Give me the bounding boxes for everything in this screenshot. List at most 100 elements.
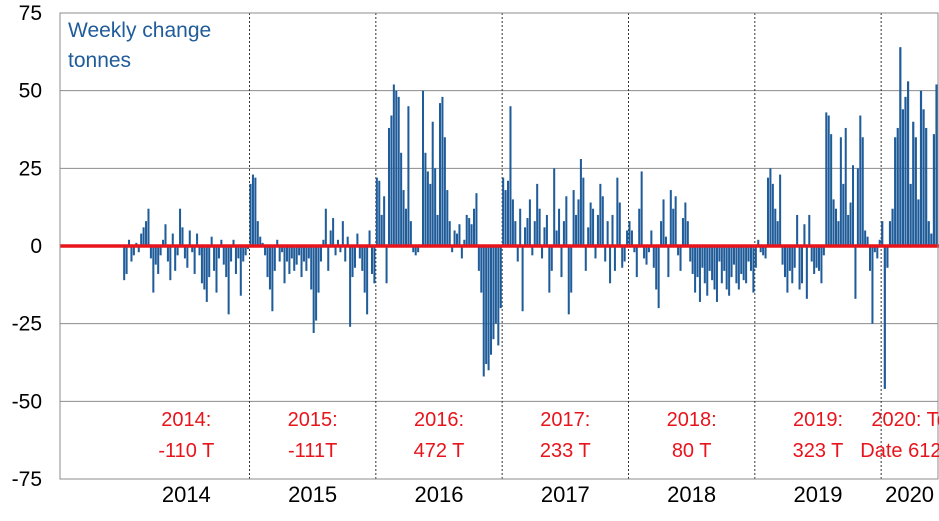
bar [718,246,721,262]
bar [441,96,444,246]
bar [526,218,529,246]
bar [592,208,595,246]
bar [932,134,936,246]
bar [745,246,748,284]
bar [193,246,196,274]
bar [686,221,689,246]
bar [589,202,592,246]
bar [842,183,845,246]
bar [575,214,578,246]
bar [429,183,432,246]
y-tick-label: -75 [12,468,42,491]
annotation-text: 2020: To [871,409,939,431]
bar [490,246,493,355]
bar [298,246,301,256]
bar [468,218,471,246]
x-tick-label: 2017 [541,482,590,507]
bar [909,183,912,246]
bar [531,246,534,256]
bar [404,208,408,246]
bar [324,208,327,246]
bar [370,246,373,274]
bar [808,214,811,246]
bar [584,246,587,271]
year-total-annotations: 2014: -110 T 2015: -111T 2016: 472 T 2017: 233 … [158,409,939,462]
bar [757,239,760,246]
bar [650,230,653,246]
bar [266,246,269,278]
bar [793,246,796,268]
bar [426,171,429,246]
bar [334,246,337,256]
bar [550,246,553,271]
bar [339,246,342,253]
bar [732,246,735,265]
x-axis-year-labels: 2014 2015 2016 2017 2018 2019 2020 [162,482,934,507]
bar [611,214,614,246]
bar [387,127,390,246]
bar [385,246,388,284]
bar [711,246,714,281]
bar [125,246,128,274]
bar [562,221,565,246]
bar [883,246,886,389]
bar [623,246,626,262]
bar [849,202,852,246]
bar [278,246,281,262]
bar [601,196,604,246]
bar [132,246,135,256]
bar [176,246,179,256]
bar [914,137,917,246]
bar [353,246,356,268]
bar [519,208,522,246]
bar [295,246,298,265]
bar [366,246,369,315]
bar [633,246,636,253]
bar [645,246,648,265]
bar [657,246,660,309]
bar [514,221,517,246]
plot-frame [59,12,939,480]
bar [453,230,456,246]
bar [251,174,254,246]
bar [735,246,738,284]
annotation-text: 472 T [414,440,465,462]
bar [162,239,165,246]
bar [553,168,556,246]
bar [329,230,332,246]
annotation-text: 2018: [667,409,717,431]
bar [443,137,446,246]
bar [225,246,228,278]
bar [764,246,767,259]
bar [142,227,145,246]
bar [587,227,590,246]
bar [327,246,330,271]
y-tick-label: -50 [12,390,42,413]
bar [434,168,437,246]
bar [446,190,449,246]
bar [555,230,558,246]
y-tick-label: 0 [30,235,42,258]
bar [380,214,383,246]
bar [742,246,745,281]
bar [171,233,174,246]
bar [899,47,902,246]
bar [740,246,743,274]
annotation-text: 2016: [414,409,464,431]
bar [817,246,821,271]
bar [834,208,838,246]
bar [140,233,143,246]
bar [448,221,451,246]
bar [854,246,857,299]
bar [570,246,573,293]
bar [536,183,539,246]
bar [397,96,400,246]
bar [861,137,864,246]
bar [128,239,131,246]
bar [497,246,500,346]
bar [169,246,172,281]
x-tick-label: 2018 [667,482,716,507]
bar [205,246,208,302]
bar [891,208,894,246]
bar [873,246,876,253]
